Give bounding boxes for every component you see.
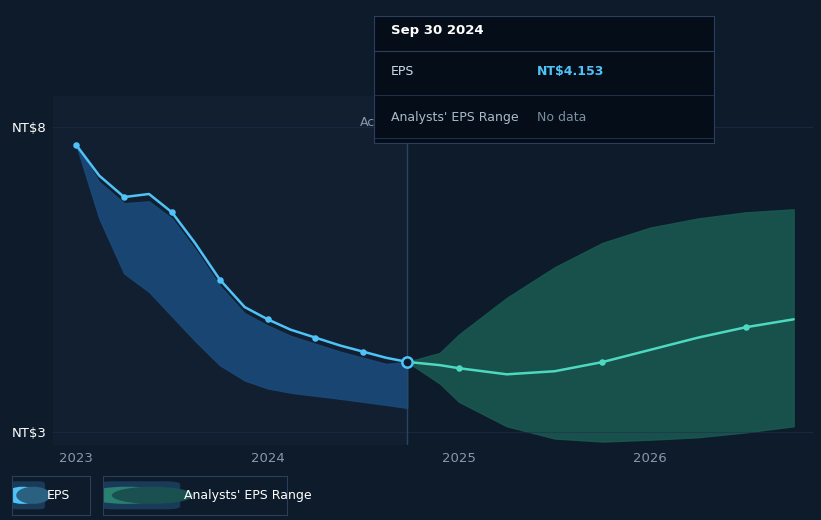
Point: [452, 364, 466, 372]
Point: [213, 276, 227, 284]
Text: Analysts Forecasts: Analysts Forecasts: [415, 116, 531, 129]
FancyBboxPatch shape: [99, 482, 181, 510]
Point: [401, 358, 414, 366]
Circle shape: [16, 487, 51, 504]
Circle shape: [5, 487, 39, 504]
FancyBboxPatch shape: [11, 482, 45, 510]
Point: [596, 358, 609, 366]
Point: [356, 347, 369, 356]
Text: EPS: EPS: [47, 489, 70, 502]
Text: No data: No data: [537, 111, 586, 124]
Text: NT$4.153: NT$4.153: [537, 65, 604, 78]
Text: EPS: EPS: [391, 65, 414, 78]
Point: [117, 193, 131, 201]
Text: Actual: Actual: [360, 116, 400, 129]
Point: [739, 323, 752, 331]
Point: [309, 333, 322, 342]
Text: Sep 30 2024: Sep 30 2024: [391, 24, 484, 37]
Text: Analysts' EPS Range: Analysts' EPS Range: [391, 111, 518, 124]
Point: [261, 315, 274, 323]
Bar: [53, 96, 407, 445]
Point: [401, 358, 414, 366]
Point: [70, 141, 83, 149]
Circle shape: [112, 487, 193, 504]
Circle shape: [86, 487, 167, 504]
Point: [165, 208, 178, 216]
Text: Analysts' EPS Range: Analysts' EPS Range: [184, 489, 311, 502]
